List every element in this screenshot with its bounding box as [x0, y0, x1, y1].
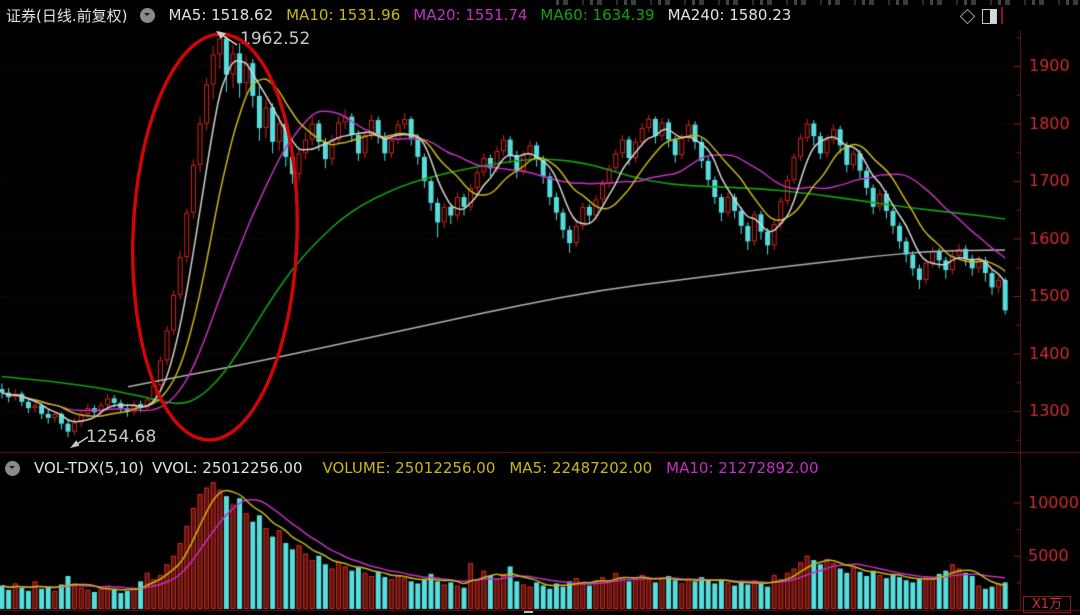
volume-indicator-name: VOL-TDX(5,10)	[34, 459, 145, 477]
ma240-reading: MA240: 1580.23	[667, 6, 792, 24]
chevron-down-icon[interactable]	[140, 7, 156, 23]
vol-ma10-reading: MA10: 21272892.00	[666, 459, 819, 477]
high-price-label: 1962.52	[240, 29, 311, 49]
panel-layout-icon[interactable]	[982, 9, 997, 24]
volume-unit-label: X1万	[1023, 596, 1071, 613]
chevron-down-icon[interactable]	[5, 460, 20, 476]
vvol-reading: VVOL: 25012256.00	[152, 459, 303, 477]
header-edge-mark	[1001, 7, 1003, 24]
vol-ma5-reading: MA5: 22487202.00	[509, 459, 653, 477]
volume-pane-header: VOL-TDX(5,10) VVOL: 25012256.00 VOLUME: …	[0, 455, 1080, 481]
low-price-label: 1254.68	[86, 427, 157, 447]
volume-reading: VOLUME: 25012256.00	[322, 459, 496, 477]
diamond-icon[interactable]	[959, 8, 976, 25]
symbol-title: 证券(日线.前复权)	[6, 6, 128, 25]
cropped-toolbar-remnant	[556, 0, 1080, 5]
scrollbar-thumb[interactable]	[524, 611, 533, 613]
ma20-reading: MA20: 1551.74	[413, 6, 528, 24]
ma10-reading: MA10: 1531.96	[286, 6, 401, 24]
price-pane-header: 证券(日线.前复权) MA5: 1518.62 MA10: 1531.96 MA…	[0, 0, 1080, 30]
ma5-reading: MA5: 1518.62	[168, 6, 274, 24]
ma60-reading: MA60: 1634.39	[540, 6, 655, 24]
header-right-icons	[959, 8, 997, 25]
